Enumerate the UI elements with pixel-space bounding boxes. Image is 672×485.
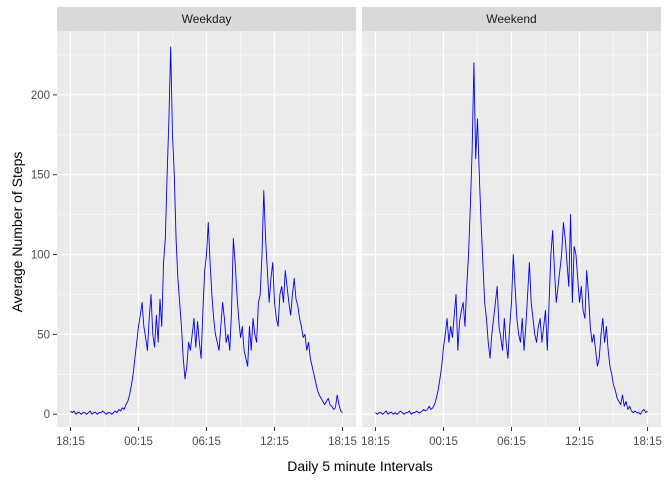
x-tick-label: 00:15	[429, 436, 458, 448]
facet-panel-weekday: Weekday	[57, 7, 356, 427]
x-tick-label: 18:15	[633, 436, 662, 448]
y-tick-label: 150	[31, 170, 50, 182]
x-tick-label: 18:15	[56, 436, 85, 448]
y-axis: 0 50 100 150 200	[31, 90, 57, 421]
x-tick-label: 18:15	[361, 436, 390, 448]
y-tick-label: 0	[44, 409, 50, 421]
y-tick-label: 100	[31, 250, 50, 262]
facet-strip-label: Weekend	[486, 12, 536, 26]
facet-strip-label: Weekday	[182, 12, 232, 26]
x-tick-label: 00:15	[124, 436, 153, 448]
facet-strip	[57, 7, 356, 31]
x-tick-label: 18:15	[328, 436, 357, 448]
x-axis-title: Daily 5 minute Intervals	[287, 458, 433, 474]
series-line	[70, 46, 343, 415]
facet-strip	[362, 7, 661, 31]
x-axis: 18:15 00:15 06:15 12:15 18:15 18:15 00:15 06:15…	[56, 427, 662, 448]
series-line	[375, 62, 648, 415]
y-axis-title: Average Number of Steps	[9, 152, 25, 313]
facet-panel-weekend: Weekend	[362, 7, 661, 427]
y-tick-label: 50	[37, 329, 50, 341]
x-tick-label: 12:15	[260, 436, 289, 448]
x-tick-label: 06:15	[497, 436, 526, 448]
x-tick-label: 12:15	[565, 436, 594, 448]
y-tick-label: 200	[31, 90, 50, 102]
x-tick-label: 06:15	[192, 436, 221, 448]
